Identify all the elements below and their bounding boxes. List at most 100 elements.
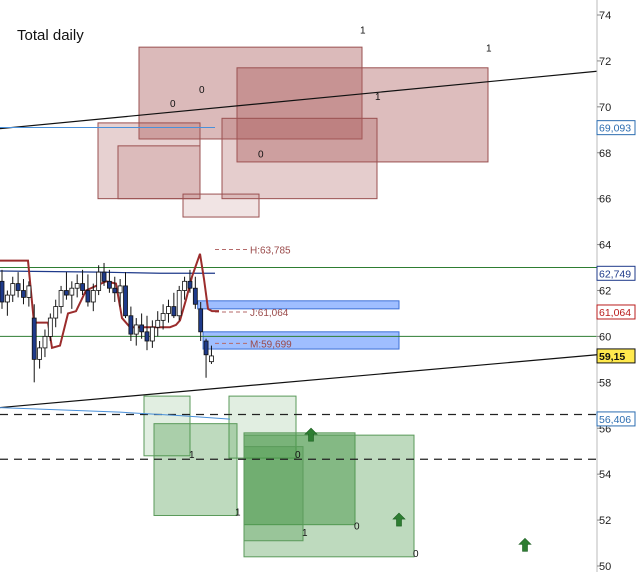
supply-zone [97,122,201,200]
candle-body [58,290,64,307]
supply-zone [221,117,378,200]
box-marker: 0 [413,549,419,560]
candle-body [26,285,32,298]
y-tick-label: 70 [599,102,611,114]
price-badge-label: 59,15 [599,351,625,363]
candle-body [0,280,5,303]
y-tick-label: 62 [599,286,611,298]
candle-body [112,287,118,294]
box-marker: 1 [302,528,308,539]
price-badge-label: 69,093 [599,123,631,135]
level-label: M:59,699 [250,339,292,350]
candle-body [192,287,198,305]
candle-body [90,290,96,303]
candle-body [149,326,155,342]
candle-body [198,308,204,333]
candle-body [96,271,102,291]
candle-body [101,271,107,282]
candle-body [42,336,48,349]
y-tick-label: 66 [599,194,611,206]
supply-zone [117,145,201,200]
y-tick-label: 58 [599,377,611,389]
candle-body [80,283,85,291]
level-label: J:61,064 [250,308,289,319]
candle-body [107,280,112,289]
price-badge-label: 61,064 [599,307,631,319]
box-marker: 0 [354,521,360,532]
supply-zone [182,193,260,218]
candle-body [155,319,161,328]
box-marker: 0 [170,99,176,110]
box-marker: 1 [360,25,366,36]
y-tick-label: 54 [599,469,611,481]
y-tick-label: 64 [599,240,611,252]
candle-body [176,290,182,317]
price-badge [596,304,636,320]
level-label: H:63,785 [250,246,291,257]
price-badge-label: 62,749 [599,268,631,280]
candle-body [31,317,37,360]
candle-body [144,331,150,342]
candle-body [187,280,193,289]
box-marker: 0 [295,450,301,461]
y-tick-label: 74 [599,10,611,22]
candle-body [47,317,53,337]
y-tick-label: 60 [599,331,611,343]
candle-body [166,306,171,314]
y-tick-label: 72 [599,56,611,68]
candle-body [85,290,91,303]
blue-zone [197,300,400,310]
y-tick-label: 52 [599,515,611,527]
y-tick-label: 68 [599,148,611,160]
box-marker: 1 [486,44,492,55]
box-marker: 0 [258,149,264,160]
navy-level-line [0,270,215,274]
candle-body [128,315,134,335]
candle-body [10,283,16,296]
box-marker: 1 [375,92,381,103]
demand-zone [243,434,415,558]
demand-zone [153,423,238,516]
price-badge [596,411,636,427]
candle-body [74,283,80,289]
candle-body [64,290,69,296]
candle-body [209,355,214,363]
buy-arrow [392,512,406,527]
buy-arrow [304,427,318,442]
price-badge [596,348,636,364]
upper-trendline [0,70,598,130]
candle-body [15,283,21,291]
candle-body [37,347,42,360]
box-marker: 1 [235,507,241,518]
demand-zone [143,395,191,457]
demand-zone [243,432,356,526]
buy-arrow [518,537,532,552]
candle-body [139,324,145,333]
demand-zone [228,395,297,459]
candle-body [4,294,10,303]
price-badge [596,120,636,136]
candle-body [203,340,209,356]
supply-zone [138,46,363,140]
candle-body [182,280,187,291]
lower-trendline [0,354,598,409]
candle-body [133,324,139,335]
candle-body [21,290,26,298]
supply-zone [236,67,489,163]
candle-body [123,285,128,317]
price-badge [596,265,636,281]
box-marker: 1 [189,450,195,461]
chart-title: Total daily [17,27,84,44]
price-badge-label: 56,406 [599,414,631,426]
demand-zone [243,446,304,542]
box-marker: 0 [199,85,205,96]
candle-body [69,287,75,296]
candle-body [171,306,177,317]
candle-body [160,313,166,321]
blue-level-line-lower [0,407,231,420]
blue-zone [202,331,400,350]
candle-body [117,285,123,294]
y-tick-label: 50 [599,561,611,572]
